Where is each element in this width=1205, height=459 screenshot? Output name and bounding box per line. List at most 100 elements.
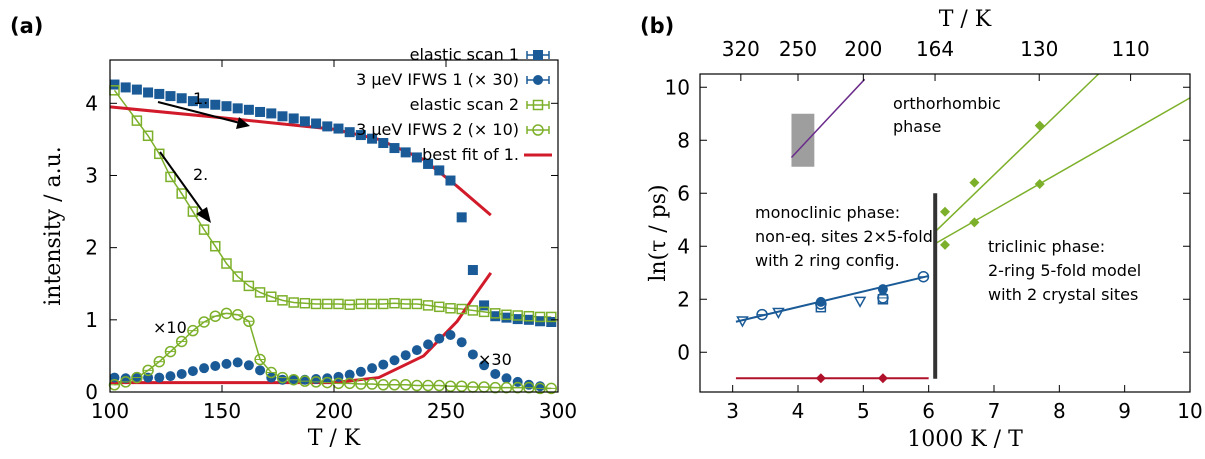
mono-label-line1: monoclinic phase: xyxy=(755,203,900,222)
series-2-point xyxy=(756,308,768,321)
series-3-point xyxy=(333,298,344,310)
series-7-point xyxy=(940,239,950,250)
series-1-point xyxy=(199,98,210,109)
legend-marker xyxy=(533,75,543,85)
series-1-point xyxy=(389,143,400,154)
panel-a-ticks: 100 150 200 250 300 0 1 2 3 4 xyxy=(85,60,577,423)
series-3-point xyxy=(478,306,490,318)
series-2-point xyxy=(456,337,467,348)
panel-b: (b) 3 4 5 6 7 8 9 10 0 2 4 6 8 10 320 250 200 164 130 110 1… xyxy=(640,7,1203,452)
tri-label-line3: with 2 crystal sites xyxy=(988,285,1138,304)
x-tick-label: 150 xyxy=(203,399,241,423)
series-3-point xyxy=(512,310,523,321)
panel-b-top-xlabel: T / K xyxy=(939,7,992,32)
series-2-point xyxy=(210,361,221,372)
y-tick-label: 10 xyxy=(665,75,690,99)
x-tick-label: 9 xyxy=(1118,399,1131,423)
legend-marker xyxy=(533,50,543,60)
series-3-point xyxy=(490,308,501,319)
series-2-point xyxy=(176,368,187,379)
panel-a-legend: elastic scan 1 3 μeV IFWS 1 (× 30) elast… xyxy=(356,45,552,164)
mult-30-label: ×30 xyxy=(478,350,512,369)
series-3-point xyxy=(187,206,199,217)
series-3-point xyxy=(456,303,467,315)
series-6-point xyxy=(940,206,950,217)
panel-b-plot-area xyxy=(735,73,1191,384)
arrow-2-line xyxy=(159,151,204,213)
legend-label-elastic-1: elastic scan 1 xyxy=(410,45,519,64)
series-2-point xyxy=(367,363,378,374)
series-3-point xyxy=(310,298,322,310)
series-3-point xyxy=(154,148,165,160)
series-2-point xyxy=(423,339,434,350)
arrow-1-head xyxy=(236,117,250,129)
series-1-point xyxy=(333,123,344,134)
series-3-point xyxy=(534,311,546,323)
series-4-point xyxy=(399,379,412,391)
x-tick-label: 250 xyxy=(427,399,465,423)
series-4-point xyxy=(310,376,322,388)
series-4-point xyxy=(220,307,233,320)
mono-label-line3: with 2 ring config. xyxy=(755,251,900,270)
series-4-point xyxy=(231,309,244,321)
y-tick-label: 4 xyxy=(677,234,690,258)
top-tick-label: 130 xyxy=(1020,37,1058,61)
series-4-point xyxy=(388,379,401,391)
series-1-point xyxy=(523,314,534,325)
series-3-point xyxy=(277,295,288,306)
x-tick-label: 10 xyxy=(1177,399,1202,423)
series-2-point xyxy=(490,368,501,379)
panel-b-label: (b) xyxy=(640,14,674,38)
series-2-point xyxy=(445,329,456,340)
y-tick-label: 1 xyxy=(85,308,98,332)
series-4-point xyxy=(198,316,210,328)
series-1-point xyxy=(176,93,187,104)
series-1-point xyxy=(109,79,120,90)
series-1-point xyxy=(266,108,277,119)
series-4-point xyxy=(545,382,558,395)
series-4-point xyxy=(815,296,826,307)
series-2-point xyxy=(255,365,266,376)
series-2-point xyxy=(243,360,254,371)
x-tick-label: 3 xyxy=(726,399,739,423)
series-1-point xyxy=(221,101,232,112)
series-1-point xyxy=(490,311,501,322)
panel-b-ticks: 3 4 5 6 7 8 9 10 0 2 4 6 8 10 320 250 200 164 130 110 xyxy=(665,37,1203,423)
series-1-point xyxy=(853,296,867,308)
series-2-point xyxy=(199,363,210,374)
series-3-point xyxy=(445,303,456,314)
series-6-point xyxy=(969,177,980,188)
series-4-point xyxy=(343,377,356,390)
x-tick-label: 4 xyxy=(792,399,805,423)
series-4-point xyxy=(444,380,457,392)
series-1-point xyxy=(434,165,445,176)
series-2-point xyxy=(232,357,243,368)
top-tick-label: 320 xyxy=(722,37,760,61)
legend-label-ifws-2: 3 μeV IFWS 2 (× 10) xyxy=(356,120,519,139)
series-3-point xyxy=(355,298,367,310)
series-3-point xyxy=(877,294,889,305)
series-1-point xyxy=(322,121,333,132)
series-2-point xyxy=(344,369,355,380)
series-1-point xyxy=(299,116,310,127)
series-1-point xyxy=(232,103,243,114)
series-1-point xyxy=(445,175,456,186)
series-1-point xyxy=(131,84,142,95)
series-1-point xyxy=(311,118,322,129)
series-3-point xyxy=(221,258,232,269)
series-7-point xyxy=(1034,178,1045,189)
series-4-point xyxy=(209,310,222,322)
series-4-point xyxy=(265,366,278,379)
arrow-2-label: 2. xyxy=(193,165,208,184)
series-2-point xyxy=(154,372,165,383)
mono-label-line2: non-eq. sites 2×5-fold xyxy=(755,227,933,246)
panel-a-label: (a) xyxy=(10,14,43,38)
series-4-point xyxy=(877,284,888,295)
orthorhombic-line xyxy=(790,78,866,158)
series-1-point xyxy=(512,314,523,325)
series-1-point xyxy=(120,82,131,93)
x-tick-label: 200 xyxy=(315,399,353,423)
x-tick-label: 7 xyxy=(988,399,1001,423)
series-4-point xyxy=(276,371,289,384)
